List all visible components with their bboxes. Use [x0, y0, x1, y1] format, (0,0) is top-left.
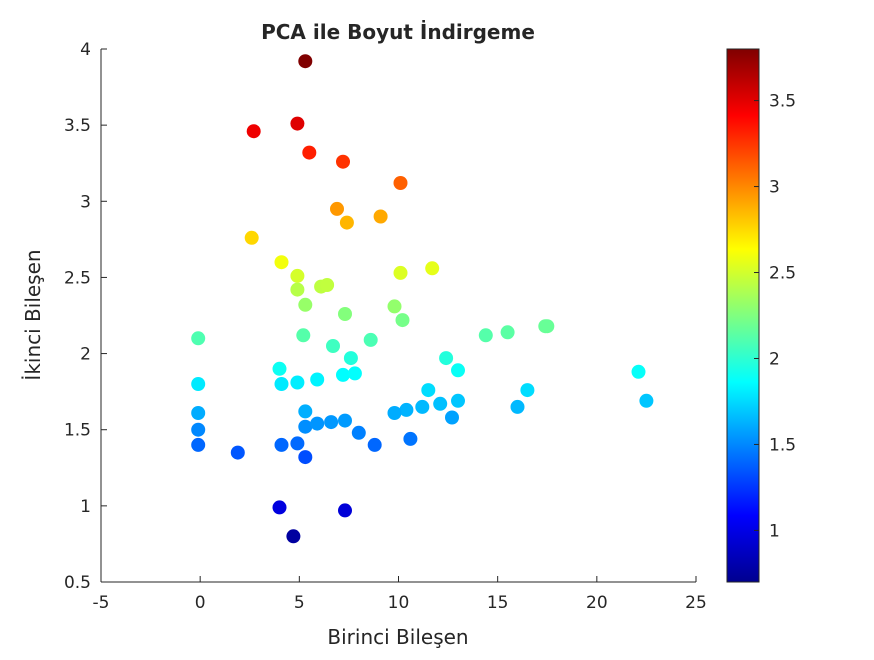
y-tick-label: 4 [80, 40, 91, 60]
data-point [320, 278, 335, 292]
data-point [336, 367, 350, 382]
colorbar [726, 48, 760, 583]
data-point [272, 500, 287, 515]
data-point [540, 319, 555, 334]
data-point [298, 404, 313, 419]
data-point [425, 261, 440, 276]
data-point [439, 351, 454, 366]
data-point [324, 415, 339, 430]
data-point [403, 431, 418, 446]
data-point [373, 209, 388, 224]
data-point [310, 416, 325, 431]
data-point [330, 201, 344, 216]
data-point [274, 377, 289, 391]
data-point [290, 282, 305, 297]
data-point [395, 313, 410, 328]
y-tick-label: 2 [80, 345, 91, 365]
data-point [393, 265, 408, 280]
data-point [421, 383, 436, 398]
data-point [191, 331, 206, 346]
data-point [296, 328, 311, 343]
data-point [298, 450, 313, 465]
data-point [433, 396, 448, 411]
data-points-group [191, 54, 654, 544]
data-point [415, 399, 430, 414]
y-tick-label: 3.5 [64, 116, 91, 136]
data-point [451, 393, 465, 408]
data-point [343, 351, 358, 366]
y-tick-label: 3 [80, 192, 91, 212]
colorbar-tick-label: 1.5 [769, 435, 796, 455]
x-tick-label: 10 [388, 593, 410, 613]
colorbar-tick-label: 2.5 [769, 264, 796, 284]
colorbar-tick-label: 3.5 [769, 92, 796, 112]
y-tick-label: 0.5 [64, 573, 91, 593]
colorbar-tick-label: 2 [769, 349, 780, 369]
x-tick-label: 0 [195, 593, 206, 613]
colorbar-tick-label: 3 [769, 178, 780, 198]
chart-title: PCA ile Boyut İndirgeme [261, 20, 535, 44]
y-tick-label: 2.5 [64, 268, 91, 288]
data-point [363, 332, 378, 347]
data-point [191, 437, 206, 452]
data-point [246, 124, 261, 139]
data-point [639, 393, 654, 408]
data-point [367, 437, 382, 452]
data-point [338, 413, 352, 428]
x-tick-label: 25 [685, 593, 707, 613]
data-point [302, 145, 317, 160]
data-point [290, 375, 305, 390]
data-point [336, 154, 350, 169]
data-point [290, 268, 305, 283]
data-point [520, 383, 535, 398]
data-point [631, 364, 646, 379]
data-point [399, 402, 414, 417]
data-point [191, 406, 206, 420]
data-point [274, 437, 289, 452]
data-point [298, 297, 313, 312]
x-tick-label: 20 [586, 593, 608, 613]
y-tick-label: 1 [80, 497, 91, 517]
data-point [445, 410, 459, 425]
data-point [387, 299, 402, 314]
data-point [274, 255, 289, 270]
data-point [338, 503, 352, 518]
data-point [191, 377, 206, 391]
data-point [290, 436, 305, 451]
y-axis-label: İkinci Bileşen [21, 249, 45, 380]
data-point [272, 361, 287, 376]
x-axis-label: Birinci Bileşen [327, 625, 468, 649]
data-point [351, 425, 366, 440]
data-point [451, 363, 465, 378]
x-tick-label: -5 [93, 593, 110, 613]
data-point [510, 399, 525, 414]
data-point [298, 419, 313, 434]
data-point [500, 325, 515, 340]
data-point [339, 215, 354, 230]
data-point [290, 116, 305, 131]
colorbar-tick-label: 1 [769, 521, 780, 541]
data-point [387, 406, 402, 420]
data-point [191, 422, 206, 437]
data-point [230, 445, 245, 460]
axes-group: -5 0 5 10 15 20 25 0.5 1 1.5 2 2.5 3 3.5 4 [64, 40, 707, 613]
data-point [478, 328, 493, 343]
data-point [244, 230, 259, 245]
data-point [347, 366, 362, 381]
data-point [298, 54, 313, 69]
data-point [286, 529, 301, 544]
data-point [393, 176, 408, 190]
data-point [310, 372, 325, 387]
data-point [338, 307, 352, 321]
y-tick-label: 1.5 [64, 421, 91, 441]
x-tick-label: 15 [487, 593, 509, 613]
x-tick-label: 5 [294, 593, 305, 613]
colorbar-ticks-group: 1 1.5 2 2.5 3 3.5 [754, 92, 796, 541]
data-point [326, 339, 340, 353]
